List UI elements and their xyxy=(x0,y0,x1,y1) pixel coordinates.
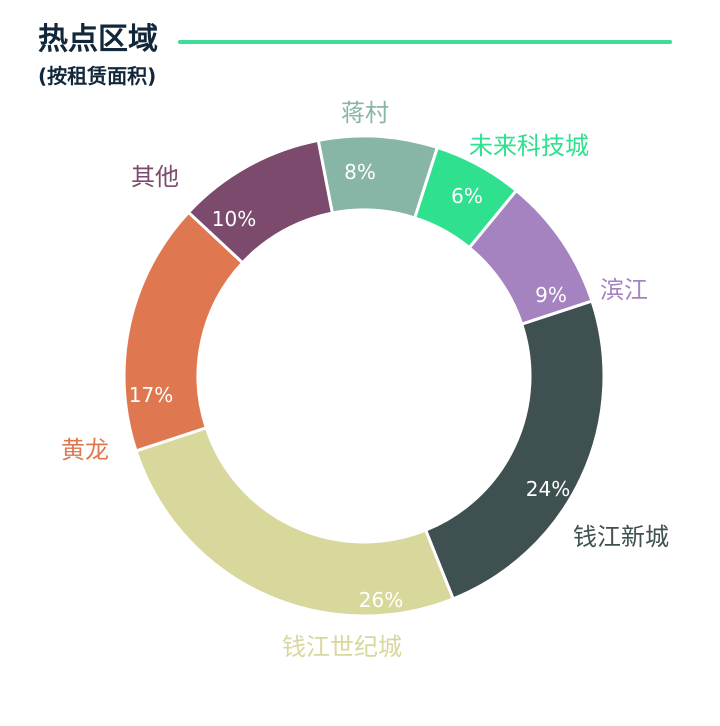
value-label-jiangcun: 8% xyxy=(344,160,376,184)
title-accent-line xyxy=(178,40,672,44)
donut-slice-qianjiang-shijicheng xyxy=(134,426,455,618)
category-label-qianjiang-xincheng: 钱江新城 xyxy=(573,523,669,551)
chart-subtitle: (按租赁面积) xyxy=(38,64,157,88)
value-label-huanglong: 17% xyxy=(129,383,173,407)
donut-slices xyxy=(122,134,606,618)
chart-title: 热点区域 xyxy=(38,22,158,57)
value-label-binjiang: 9% xyxy=(535,283,567,307)
donut-slice-qita xyxy=(186,138,334,265)
value-label-qita: 10% xyxy=(212,207,256,231)
value-label-qianjiang-shijicheng: 26% xyxy=(359,588,403,612)
category-labels: 蒋村 未来科技城 滨江 钱江新城 钱江世纪城 黄龙 其他 xyxy=(61,99,669,661)
category-label-huanglong: 黄龙 xyxy=(61,436,109,464)
category-label-binjiang: 滨江 xyxy=(600,276,648,304)
donut-slice-qianjiang-xincheng xyxy=(424,299,606,601)
value-label-weilai-kejicheng: 6% xyxy=(451,184,483,208)
category-label-qita: 其他 xyxy=(131,163,179,191)
category-label-jiangcun: 蒋村 xyxy=(341,99,389,127)
value-label-qianjiang-xincheng: 24% xyxy=(526,477,570,501)
category-label-weilai-kejicheng: 未来科技城 xyxy=(469,132,589,160)
category-label-qianjiang-shijicheng: 钱江世纪城 xyxy=(282,633,402,661)
value-labels: 8% 6% 9% 24% 26% 17% 10% xyxy=(129,160,570,612)
